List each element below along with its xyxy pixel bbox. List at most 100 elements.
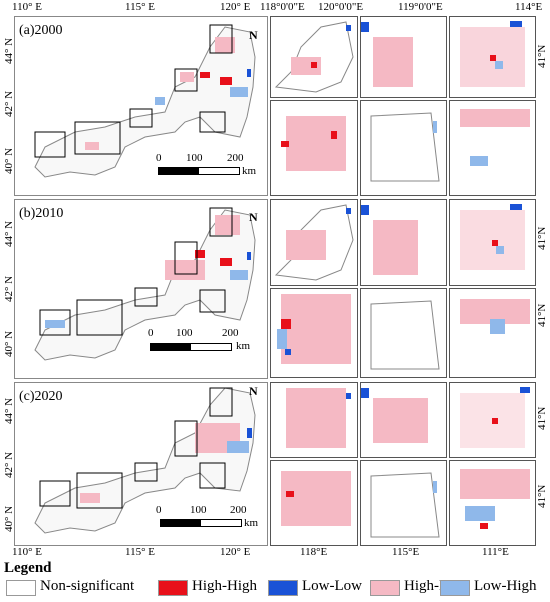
inset-b-5 — [360, 288, 447, 378]
inset-c-4-hh — [286, 491, 294, 497]
bottom-tick-120: 120° E — [220, 546, 251, 558]
top-tick-inset4: 114°E — [515, 1, 543, 13]
inset-box-c1 — [209, 387, 233, 417]
cell-lh-a1 — [230, 87, 248, 97]
legend-label-non-significant: Non-significant — [40, 578, 135, 594]
cell-hh-a1 — [220, 77, 232, 85]
panel-c-label: (c)2020 — [19, 389, 63, 404]
inset-box-b3 — [134, 287, 158, 307]
bottom-tick-inset1: 118°E — [300, 546, 328, 558]
scale-b-200: 200 — [222, 327, 239, 339]
inset-c-2-map — [361, 388, 428, 443]
north-arrow-c: N — [249, 384, 258, 398]
region-map-c — [34, 387, 256, 534]
scale-a-unit: km — [242, 165, 257, 177]
right-lat-a: 41°N — [536, 44, 548, 68]
top-tick-inset2: 120°0'0"E — [318, 1, 364, 13]
inset-b-1-hl — [286, 230, 326, 260]
inset-b-2-ll — [361, 205, 369, 215]
scale-c-100: 100 — [190, 504, 207, 516]
inset-a-4-hl — [286, 116, 346, 171]
inset-c-2-hl — [373, 398, 428, 443]
inset-a-3 — [449, 16, 536, 98]
region-outline-b — [34, 209, 256, 361]
inset-b-4 — [270, 288, 358, 378]
right-lat-c2: 41°N — [536, 484, 548, 508]
inset-a-2-map — [361, 22, 413, 87]
cell-hl-c2 — [80, 493, 100, 503]
inset-box-b2 — [174, 241, 198, 275]
inset-c-4-hl — [281, 471, 351, 526]
inset-box-a3 — [129, 108, 153, 128]
inset-a-3-lh — [495, 61, 503, 69]
scale-b-unit: km — [236, 340, 251, 352]
inset-b-4-lh — [277, 329, 287, 349]
bottom-tick-inset3: 111°E — [482, 546, 509, 558]
inset-box-c2 — [174, 420, 198, 457]
bottom-tick-110: 110° E — [12, 546, 42, 558]
cell-lh-b1 — [230, 270, 248, 280]
inset-box-a1 — [209, 24, 233, 54]
inset-a-1-hh — [311, 62, 317, 68]
scale-bar-c — [160, 519, 242, 527]
inset-b-3-map — [460, 204, 525, 270]
inset-c-5-map — [370, 472, 440, 538]
cell-hh-b2 — [195, 250, 205, 258]
inset-b-5-map — [370, 300, 440, 370]
inset-box-b6 — [76, 299, 123, 336]
inset-c-6-hl — [460, 469, 530, 499]
inset-a-2-hl — [373, 37, 413, 87]
region-map-a — [34, 24, 256, 178]
inset-a-2 — [360, 16, 447, 98]
inset-b-2-map — [361, 205, 418, 275]
inset-b-4-hh — [281, 319, 291, 329]
inset-c-6 — [449, 460, 536, 546]
inset-b-3-ll — [510, 204, 522, 210]
inset-c-6-lh — [465, 506, 495, 521]
inset-a-5 — [360, 100, 447, 196]
inset-b-1 — [270, 199, 358, 286]
cell-hl-b2 — [215, 215, 240, 235]
cell-lh-b2 — [45, 320, 65, 328]
legend-swatch-high-low — [370, 580, 400, 596]
inset-a-4-hh2 — [331, 131, 337, 139]
scale-bar-a — [158, 167, 240, 175]
cell-lh-a2 — [155, 97, 165, 105]
inset-box-b1 — [209, 207, 233, 237]
top-tick-110: 110° E — [12, 1, 42, 13]
inset-c-5-lh — [433, 481, 437, 493]
inset-a-2-ll — [361, 22, 369, 32]
inset-c-4 — [270, 460, 358, 546]
bottom-tick-115: 115° E — [125, 546, 155, 558]
inset-b-4-map — [277, 294, 351, 364]
inset-a-3-ll — [510, 21, 522, 27]
inset-b-4-hl — [281, 294, 351, 364]
region-map-b — [34, 207, 256, 361]
cell-hl-a2 — [180, 72, 194, 82]
legend-label-high-high: High-High — [192, 578, 257, 594]
inset-a-4-map — [281, 116, 346, 171]
region-outline-c — [34, 387, 256, 534]
inset-box-b4 — [199, 289, 226, 313]
inset-a-5-lh — [433, 121, 437, 133]
inset-b-2 — [360, 199, 447, 286]
legend: Non-significant High-High Low-Low High-L… — [0, 575, 550, 597]
inset-box-c5 — [39, 480, 71, 507]
inset-c-2-ll — [361, 388, 369, 398]
inset-box-c3 — [134, 462, 158, 482]
inset-a-1-hl — [291, 57, 321, 75]
cell-hl-a3 — [85, 142, 99, 150]
cell-hh-a2 — [200, 72, 210, 78]
cell-hl-b1 — [165, 260, 205, 280]
legend-swatch-high-high — [158, 580, 188, 596]
cell-ll-b1 — [247, 252, 251, 260]
legend-swatch-low-low — [268, 580, 298, 596]
scale-c-unit: km — [244, 517, 259, 529]
inset-c-6-map — [460, 469, 530, 529]
inset-box-b5 — [39, 309, 71, 336]
inset-a-1 — [270, 16, 358, 98]
inset-b-3-lh — [496, 246, 504, 254]
legend-label-low-low: Low-Low — [302, 578, 362, 594]
inset-a-6-lh — [470, 156, 488, 166]
inset-box-c4 — [199, 462, 226, 489]
